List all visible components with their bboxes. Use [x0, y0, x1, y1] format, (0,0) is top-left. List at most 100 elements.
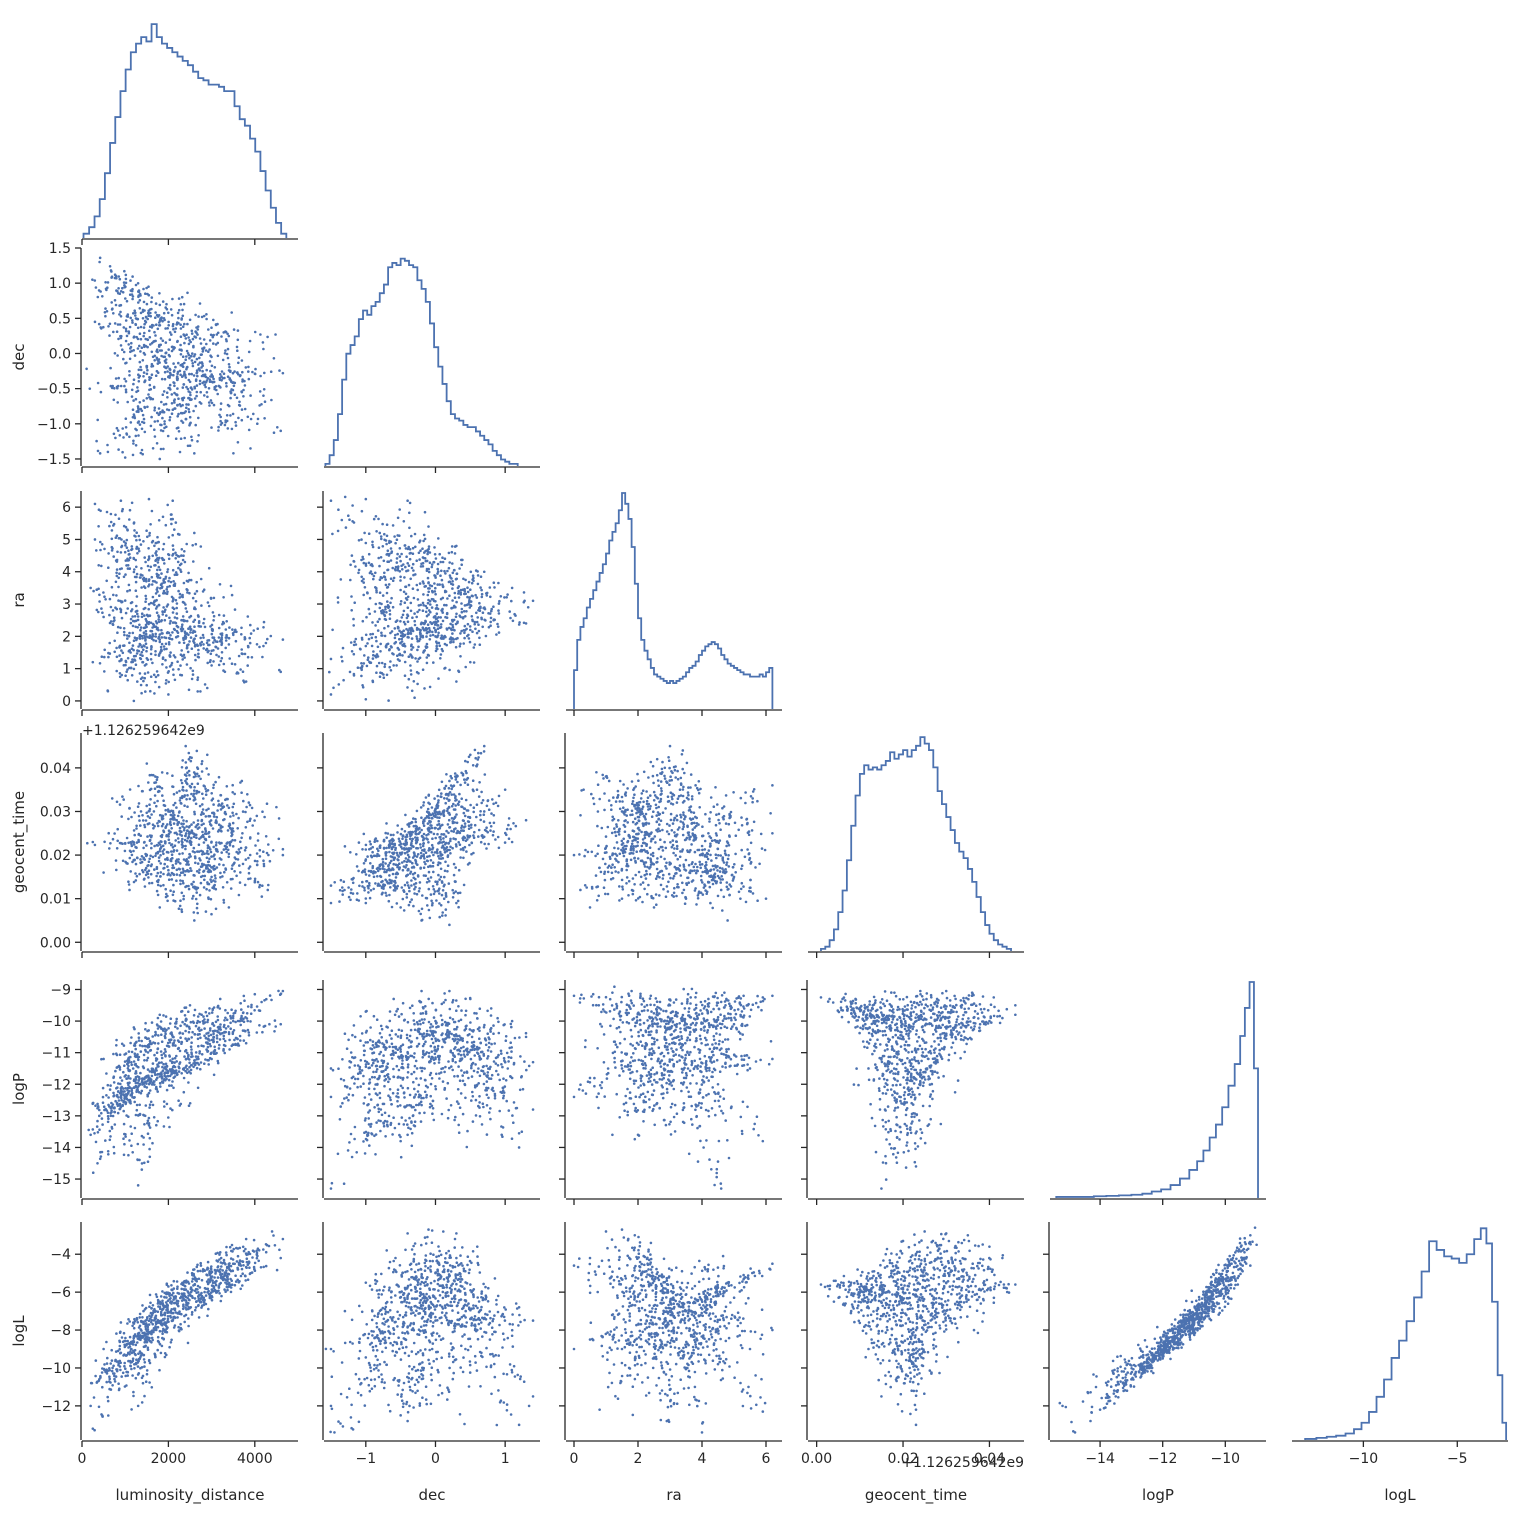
scatter-point [156, 590, 159, 593]
scatter-point [149, 314, 152, 318]
scatter-point [219, 659, 223, 663]
scatter-point [210, 1284, 214, 1287]
scatter-point [199, 1261, 202, 1265]
scatter-point [137, 547, 140, 550]
scatter-point [115, 868, 118, 872]
scatter-point [144, 292, 147, 296]
scatter-point [217, 803, 221, 806]
scatter-point [154, 1325, 157, 1328]
scatter-point [143, 1076, 147, 1079]
scatter-point [205, 767, 208, 770]
scatter-point [182, 396, 186, 400]
scatter-point [189, 628, 193, 631]
scatter-point [154, 635, 158, 638]
scatter-point [124, 1052, 128, 1055]
scatter-point [240, 626, 243, 630]
scatter-point [229, 414, 232, 417]
scatter-point [169, 820, 172, 824]
scatter-point [189, 1020, 193, 1024]
scatter-point [193, 360, 197, 364]
scatter-point [258, 883, 262, 887]
scatter-point [155, 1069, 158, 1072]
scatter-point [166, 370, 169, 373]
scatter-point [109, 384, 113, 388]
scatter-point [145, 1340, 149, 1344]
scatter-point [274, 1025, 278, 1028]
scatter-point [172, 381, 175, 384]
scatter-point [106, 1083, 110, 1087]
scatter-point [123, 1064, 126, 1067]
scatter-point [162, 355, 165, 359]
scatter-point [98, 452, 102, 455]
scatter-point [144, 1045, 148, 1048]
scatter-point [163, 866, 166, 870]
scatter-point [188, 424, 191, 427]
scatter-point [161, 416, 164, 420]
scatter-point [182, 858, 186, 861]
scatter-point [202, 870, 205, 873]
scatter-point [153, 580, 157, 583]
scatter-point [158, 568, 162, 572]
scatter-point [185, 884, 188, 888]
scatter-point [142, 351, 146, 355]
scatter-point [215, 1279, 218, 1283]
scatter-point [258, 645, 261, 649]
scatter-point [154, 620, 158, 623]
scatter-point [224, 628, 228, 631]
scatter-point [415, 615, 419, 619]
scatter-point [210, 880, 213, 884]
scatter-point [119, 384, 123, 388]
scatter-point [365, 615, 368, 619]
scatter-point [132, 1335, 136, 1338]
scatter-point [193, 385, 196, 389]
scatter-point [135, 1316, 139, 1320]
scatter-point [133, 658, 136, 661]
scatter-point [168, 416, 172, 419]
scatter-point [158, 1081, 162, 1085]
scatter-point [225, 1265, 229, 1269]
scatter-point [170, 637, 174, 641]
scatter-point [156, 871, 160, 875]
scatter-point [378, 531, 382, 535]
scatter-point [187, 403, 190, 406]
scatter-point [115, 330, 119, 334]
scatter-point [194, 1055, 198, 1058]
scatter-point [148, 881, 151, 885]
scatter-point [210, 426, 213, 429]
scatter-point [197, 1057, 200, 1061]
scatter-point [150, 842, 153, 845]
scatter-point [198, 337, 202, 340]
scatter-point [133, 636, 137, 639]
scatter-point [117, 576, 120, 580]
scatter-point [229, 379, 233, 382]
scatter-point [141, 676, 144, 679]
scatter-point [193, 1297, 197, 1300]
scatter-point [210, 401, 214, 405]
scatter-point [225, 381, 228, 385]
scatter-point [159, 871, 163, 874]
scatter-point [224, 1281, 227, 1284]
histogram-bin [916, 746, 920, 951]
scatter-point [118, 313, 121, 316]
histogram-bin [1245, 1008, 1250, 1198]
scatter-point [196, 678, 199, 682]
scatter-point [120, 1079, 124, 1082]
scatter-point [179, 664, 182, 667]
scatter-point [188, 1058, 191, 1061]
scatter-point [207, 814, 210, 818]
scatter-point [93, 320, 97, 324]
scatter-point [251, 824, 254, 827]
scatter-point [100, 655, 104, 658]
scatter-point [136, 1361, 139, 1364]
scatter-point [217, 425, 220, 429]
scatter-point [152, 773, 155, 777]
scatter-point [117, 275, 121, 278]
scatter-point [172, 1064, 176, 1068]
scatter-point [262, 644, 265, 648]
scatter-point [236, 827, 239, 830]
histogram-bin [1152, 1192, 1161, 1198]
scatter-point [113, 1123, 117, 1126]
scatter-point [154, 680, 157, 684]
scatter-point [201, 833, 205, 837]
scatter-point [250, 1003, 253, 1007]
